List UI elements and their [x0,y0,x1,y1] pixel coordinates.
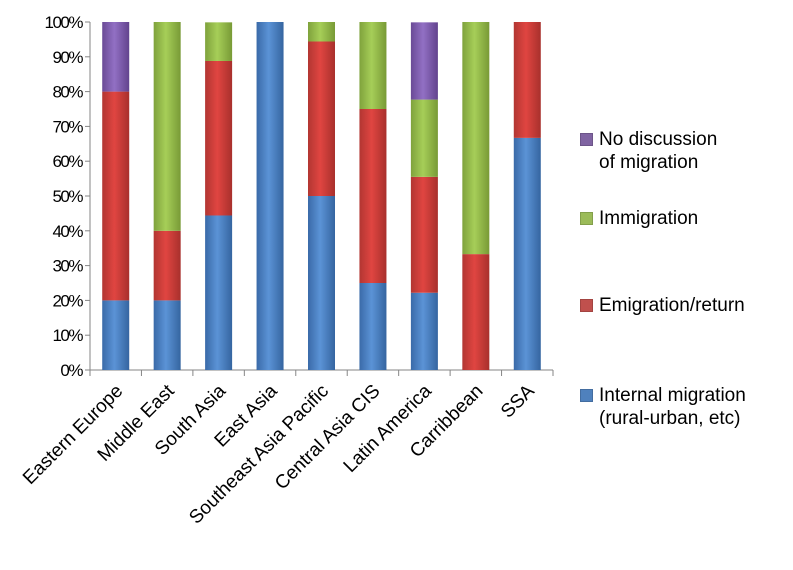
bar-segment [410,292,438,370]
bar-segment [102,91,130,301]
y-tick-label: 80% [52,83,83,102]
bar-segment [359,109,387,283]
legend-label: No discussion of migration [599,129,718,173]
bar-segment [308,22,335,42]
bars [102,22,541,370]
legend-item-internal-migration: Internal migration (rural-urban, etc) [580,384,746,430]
legend-swatch-blue [580,389,593,402]
y-tick-label: 30% [52,257,83,276]
x-category-label: SSA [497,380,539,422]
y-tick-label: 20% [52,291,83,310]
bar-segment [359,22,387,109]
bar-segment [308,41,335,196]
legend: No discussion of migration Immigration E… [580,0,793,570]
bar-segment [513,137,541,370]
legend-label: Immigration [599,208,699,229]
bar-segment [359,283,387,370]
bar-segment [410,22,438,100]
y-tick-label: 90% [52,48,83,67]
legend-label: Internal migration (rural-urban, etc) [599,385,746,429]
legend-item-no-discussion: No discussion of migration [580,128,717,174]
bar-segment [462,22,490,255]
bar-segment [410,176,438,293]
bar-segment [205,22,233,61]
bar-segment [462,254,490,370]
y-tick-label: 100% [45,13,84,32]
bar-segment [153,230,181,301]
y-tick-label: 10% [52,326,83,345]
bar-segment [102,22,130,92]
legend-item-immigration: Immigration [580,207,698,230]
bar-segment [153,300,181,370]
y-tick-label: 0% [60,361,83,380]
bar-segment [513,22,541,138]
bar-segment [308,196,335,370]
legend-label: Emigration/return [599,295,745,316]
legend-swatch-red [580,299,593,312]
legend-item-emigration: Emigration/return [580,294,745,317]
legend-swatch-purple [580,133,593,146]
bar-segment [205,60,233,216]
bar-segment [256,22,284,370]
y-tick-label: 40% [52,222,83,241]
bar-segment [102,300,130,370]
y-tick-label: 70% [52,117,83,136]
bar-segment [153,22,181,231]
y-tick-label: 50% [52,187,83,206]
y-tick-label: 60% [52,152,83,171]
legend-swatch-green [580,212,593,225]
bar-segment [410,99,438,177]
bar-segment [205,215,233,370]
